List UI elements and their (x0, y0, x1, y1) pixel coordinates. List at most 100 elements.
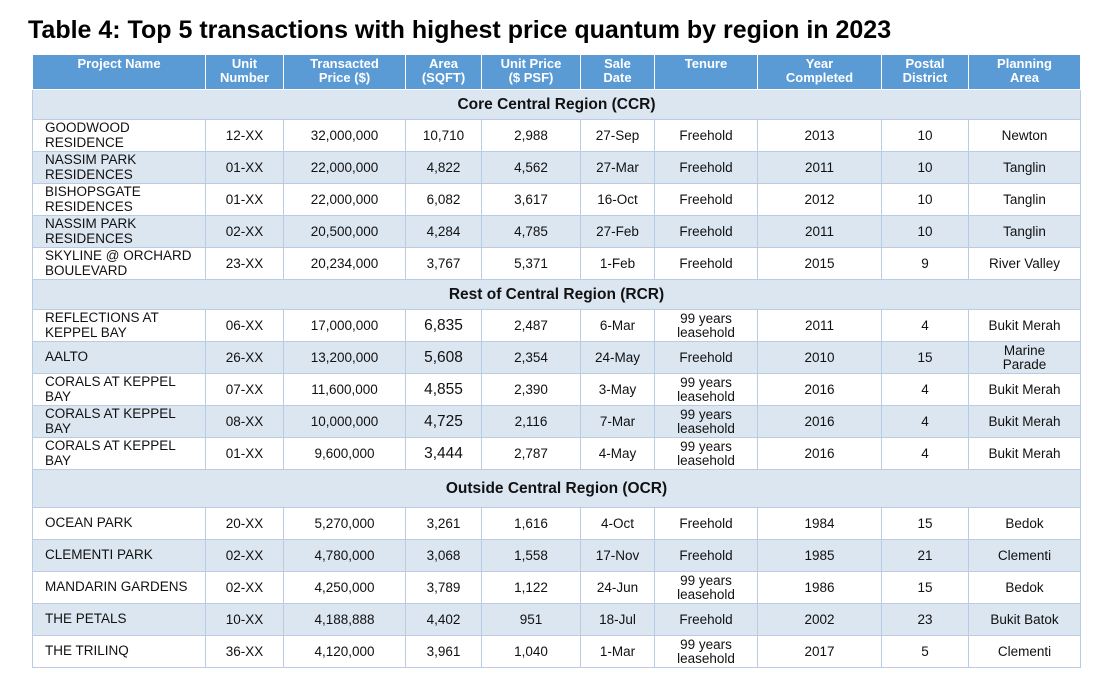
cell-project-name-line: CORALS AT KEPPEL (45, 438, 176, 453)
cell-planning-area-line: Parade (1002, 356, 1047, 372)
cell-tenure: Freehold (654, 183, 758, 216)
region-ocr-label: Outside Central Region (OCR) (32, 469, 1081, 508)
cell-planning-area: Marine Parade (968, 341, 1081, 374)
cell-unit-number: 02-XX (205, 571, 284, 604)
cell-planning-area: Bukit Merah (968, 309, 1081, 342)
cell-unit-number: 02-XX (205, 215, 284, 248)
cell-sale-date: 6-Mar (580, 309, 655, 342)
cell-postal-district: 15 (881, 571, 969, 604)
cell-area: 10,710 (405, 119, 482, 152)
cell-unit-number: 02-XX (205, 539, 284, 572)
cell-planning-area-line: Bedok (1005, 579, 1044, 595)
cell-project-name-line: BAY (45, 420, 72, 436)
cell-project-name: CORALS AT KEPPEL BAY (32, 373, 206, 406)
cell-area: 4,284 (405, 215, 482, 248)
cell-sale-date: 27-Mar (580, 151, 655, 184)
header-unit-number-line: Unit (231, 56, 258, 71)
cell-planning-area: River Valley (968, 247, 1081, 280)
cell-project-name-line: OCEAN PARK (45, 515, 133, 531)
cell-project-name-line: RESIDENCES (45, 166, 133, 182)
cell-sale-date: 1-Mar (580, 635, 655, 668)
cell-tenure: 99 years leasehold (654, 437, 758, 470)
cell-project-name-line: THE PETALS (45, 611, 127, 627)
cell-planning-area: Bukit Merah (968, 373, 1081, 406)
cell-project-name: CLEMENTI PARK (32, 539, 206, 572)
cell-planning-area: Tanglin (968, 151, 1081, 184)
cell-unit-number: 12-XX (205, 119, 284, 152)
header-postal-district-line: Postal (905, 56, 945, 71)
cell-unit-number: 08-XX (205, 405, 284, 438)
cell-unit-price: 4,785 (481, 215, 581, 248)
header-transacted-price-line: Transacted (310, 56, 379, 71)
cell-transacted-price: 4,120,000 (283, 635, 406, 668)
header-unit-number: Unit Number (205, 54, 284, 90)
cell-project-name: CORALS AT KEPPEL BAY (32, 437, 206, 470)
cell-project-name-line: KEPPEL BAY (45, 324, 127, 340)
cell-postal-district: 4 (881, 437, 969, 470)
cell-transacted-price: 5,270,000 (283, 507, 406, 540)
cell-year-completed: 2016 (757, 405, 882, 438)
cell-tenure: 99 years leasehold (654, 373, 758, 406)
cell-unit-price: 2,354 (481, 341, 581, 374)
cell-area: 3,789 (405, 571, 482, 604)
cell-transacted-price: 11,600,000 (283, 373, 406, 406)
cell-planning-area: Tanglin (968, 215, 1081, 248)
cell-year-completed: 2011 (757, 309, 882, 342)
cell-planning-area-line: Tanglin (1003, 223, 1046, 239)
header-project-name-line: Project Name (77, 56, 161, 71)
cell-project-name: SKYLINE @ ORCHARD BOULEVARD (32, 247, 206, 280)
cell-area: 6,835 (405, 309, 482, 342)
cell-postal-district: 15 (881, 507, 969, 540)
cell-area: 4,725 (405, 405, 482, 438)
cell-postal-district: 21 (881, 539, 969, 572)
region-rcr-row: Rest of Central Region (RCR) (32, 279, 1081, 310)
table-row: CORALS AT KEPPEL BAY 07-XX 11,600,000 4,855 2… (32, 373, 1081, 406)
header-planning-area: Planning Area (968, 54, 1081, 90)
header-sale-date-line: Sale (604, 56, 631, 71)
cell-tenure-line: Freehold (679, 611, 733, 627)
cell-unit-price: 2,487 (481, 309, 581, 342)
cell-transacted-price: 22,000,000 (283, 151, 406, 184)
cell-transacted-price: 10,000,000 (283, 405, 406, 438)
cell-area: 3,261 (405, 507, 482, 540)
cell-postal-district: 10 (881, 151, 969, 184)
cell-planning-area-line: River Valley (988, 255, 1061, 271)
cell-sale-date: 24-May (580, 341, 655, 374)
cell-area: 5,608 (405, 341, 482, 374)
table-row: BISHOPSGATE RESIDENCES 01-XX 22,000,000 6,08… (32, 183, 1081, 216)
cell-tenure: Freehold (654, 247, 758, 280)
cell-planning-area: Tanglin (968, 183, 1081, 216)
cell-project-name-line: BOULEVARD (45, 262, 128, 278)
cell-project-name: NASSIM PARK RESIDENCES (32, 151, 206, 184)
cell-tenure-line: Freehold (679, 191, 733, 207)
cell-transacted-price: 4,188,888 (283, 603, 406, 636)
cell-planning-area-line: Bukit Merah (988, 381, 1061, 397)
cell-tenure: 99 years leasehold (654, 309, 758, 342)
table-row: CLEMENTI PARK 02-XX 4,780,000 3,068 1,558 17-… (32, 539, 1081, 572)
cell-project-name: THE PETALS (32, 603, 206, 636)
header-year-completed-line: Completed (785, 70, 854, 85)
cell-tenure-line: leasehold (677, 650, 735, 666)
cell-area: 3,068 (405, 539, 482, 572)
cell-project-name-line: REFLECTIONS AT (45, 310, 159, 325)
header-area: Area (SQFT) (405, 54, 482, 90)
cell-tenure-line: 99 years (680, 438, 732, 454)
cell-unit-price: 951 (481, 603, 581, 636)
table-row: NASSIM PARK RESIDENCES 01-XX 22,000,000 4,82… (32, 151, 1081, 184)
header-planning-area-line: Area (1010, 70, 1039, 85)
cell-transacted-price: 17,000,000 (283, 309, 406, 342)
cell-tenure-line: 99 years (680, 636, 732, 652)
header-unit-price-line: ($ PSF) (508, 70, 554, 85)
cell-planning-area: Clementi (968, 539, 1081, 572)
table-row: CORALS AT KEPPEL BAY 01-XX 9,600,000 3,444 2,… (32, 437, 1081, 470)
cell-project-name-line: RESIDENCES (45, 198, 133, 214)
cell-tenure-line: 99 years (680, 374, 732, 390)
cell-unit-price: 5,371 (481, 247, 581, 280)
table-row: THE TRILINQ 36-XX 4,120,000 3,961 1,040 1-Mar… (32, 635, 1081, 668)
cell-sale-date: 1-Feb (580, 247, 655, 280)
cell-project-name-line: MANDARIN GARDENS (45, 579, 188, 595)
cell-tenure: Freehold (654, 215, 758, 248)
cell-tenure: Freehold (654, 119, 758, 152)
header-year-completed: Year Completed (757, 54, 882, 90)
